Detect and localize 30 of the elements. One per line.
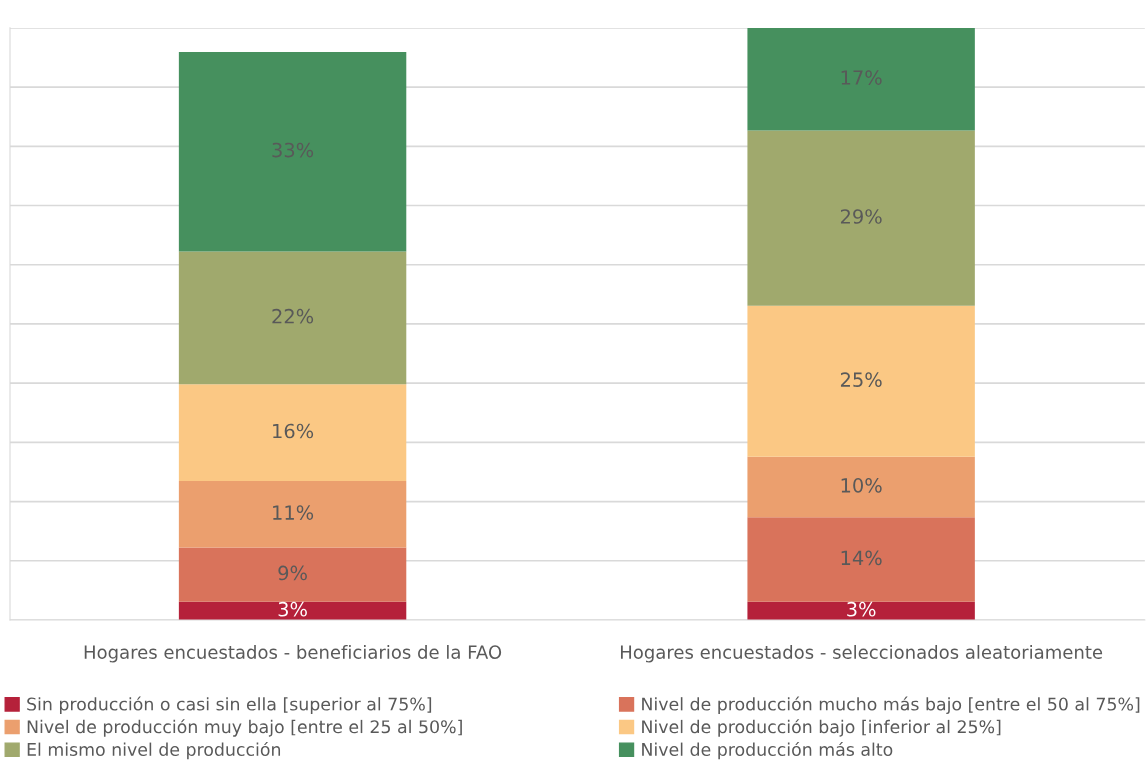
bar	[747, 27, 975, 131]
data-label: 10%	[841, 478, 882, 493]
bar	[747, 305, 975, 457]
x-tick-label: Hogares encuestados - beneficiarios de la FAO	[84, 645, 502, 663]
data-label: 29%	[840, 209, 882, 224]
data-label: 25%	[840, 372, 882, 387]
bar	[178, 251, 407, 385]
data-label: 11%	[273, 505, 314, 520]
legend-label: Nivel de producción bajo [inferior al 25%]	[642, 719, 1001, 737]
bar	[747, 601, 975, 620]
bar	[178, 52, 407, 252]
bar	[747, 130, 975, 306]
bar	[178, 601, 407, 620]
data-label: 22%	[272, 308, 314, 324]
data-label: 16%	[273, 423, 314, 439]
bar	[747, 517, 975, 602]
x-tick-label: Hogares encuestados - seleccionados aleatoriamente	[620, 645, 1103, 663]
data-label: 9%	[278, 565, 307, 581]
bar	[178, 547, 407, 602]
data-label: 14%	[841, 550, 882, 566]
legend-label: Nivel de producción muy bajo [entre el 25 al 50%]	[27, 719, 462, 737]
data-label: 3%	[278, 601, 307, 617]
bar	[747, 456, 975, 518]
legend-label: El mismo nivel de producción	[27, 741, 281, 760]
bar	[178, 481, 407, 548]
data-label: 3%	[847, 601, 876, 617]
legend-label: Nivel de producción más alto	[642, 741, 893, 760]
legend-label: Nivel de producción mucho más bajo [entre el 50 al 75%]	[642, 696, 1140, 714]
bar	[178, 384, 407, 482]
legend-label: Sin producción o casi sin ella [superior al 75%]	[27, 696, 432, 714]
